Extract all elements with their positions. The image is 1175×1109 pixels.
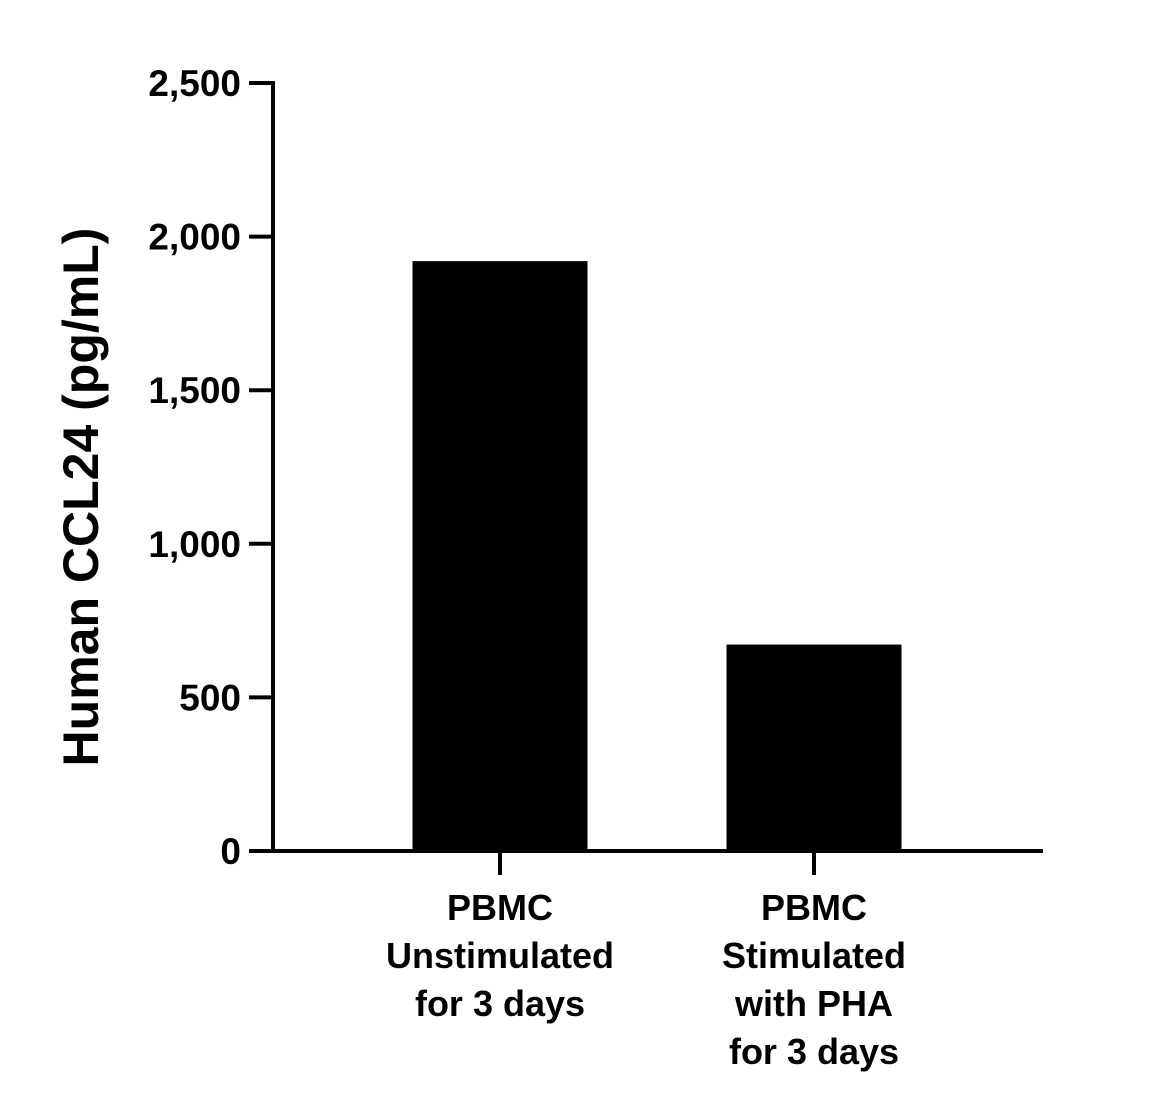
bars [412, 261, 902, 851]
y-tick-label: 2,500 [148, 63, 241, 104]
y-tick-label: 1,000 [148, 524, 241, 565]
bar [412, 261, 588, 851]
y-axis-ticks: 0 500 1,000 1,500 2,000 2,500 [148, 63, 273, 872]
y-tick-label: 2,000 [148, 217, 241, 258]
bar [726, 644, 902, 851]
y-axis-title: Human CCL24 (pg/mL) [53, 228, 109, 767]
x-tick-label: PBMC Unstimulated for 3 days [386, 887, 614, 1024]
x-tick-label: PBMC Stimulated with PHA for 3 days [722, 887, 906, 1072]
y-tick-label: 500 [179, 677, 241, 718]
x-axis-ticks: PBMC Unstimulated for 3 days PBMC Stimulated… [386, 851, 906, 1072]
y-tick-label: 0 [220, 831, 241, 872]
y-tick-label: 1,500 [148, 370, 241, 411]
